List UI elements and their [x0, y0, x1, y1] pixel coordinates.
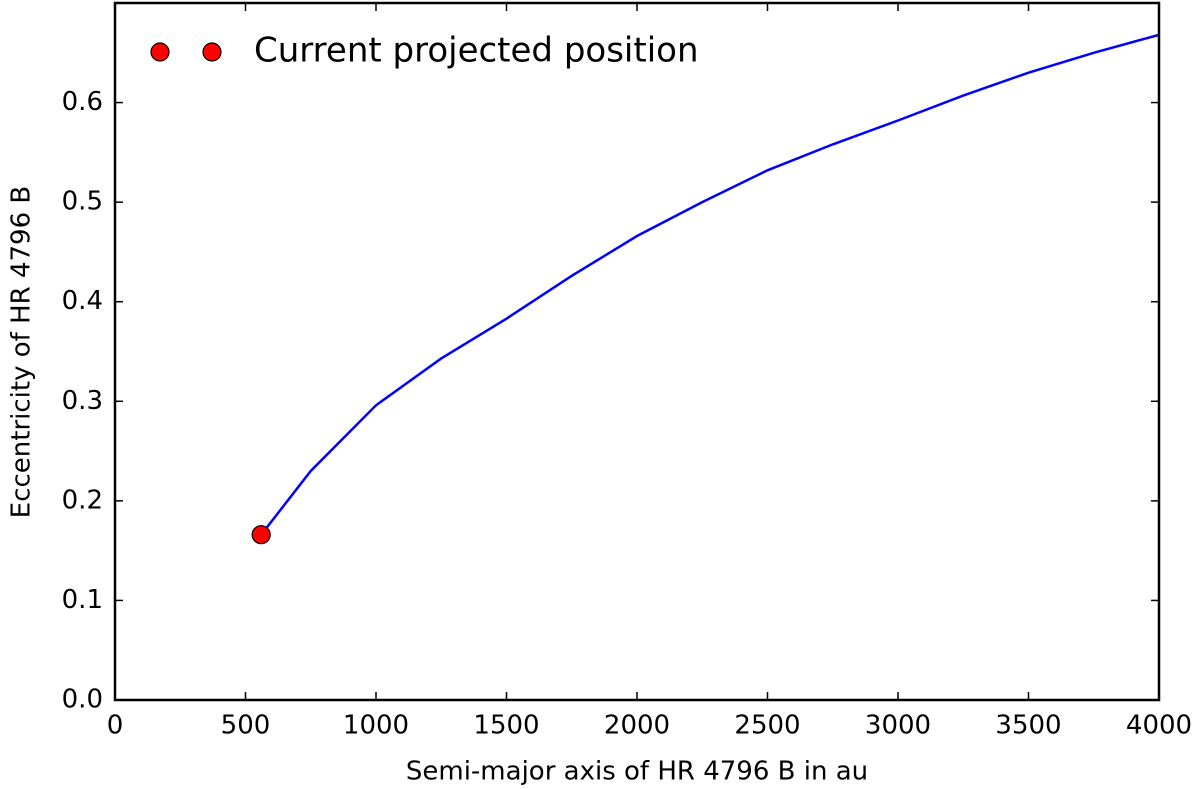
x-tick-label: 0 — [107, 711, 124, 741]
x-tick-label: 3000 — [865, 711, 931, 741]
x-axis-label: Semi-major axis of HR 4796 B in au — [406, 757, 868, 787]
y-tick-label: 0.5 — [62, 187, 103, 217]
y-tick-label: 0.4 — [62, 286, 103, 316]
legend-marker — [150, 42, 170, 62]
x-tick-label: 2000 — [604, 711, 670, 741]
x-tick-label: 4000 — [1126, 711, 1192, 741]
x-tick-label: 3500 — [995, 711, 1061, 741]
y-axis-label: Eccentricity of HR 4796 B — [7, 186, 37, 518]
y-tick-label: 0.0 — [62, 685, 103, 715]
legend-label: Current projected position — [254, 31, 699, 71]
legend-marker — [202, 42, 222, 62]
plot-frame — [113, 1, 1161, 702]
x-tick-label: 500 — [221, 711, 271, 741]
y-tick-label: 0.3 — [62, 386, 103, 416]
y-tick-label: 0.6 — [62, 87, 103, 117]
x-tick-label: 2500 — [734, 711, 800, 741]
y-tick-label: 0.2 — [62, 485, 103, 515]
line — [260, 33, 1160, 536]
point — [251, 525, 271, 545]
x-tick-label: 1500 — [473, 711, 539, 741]
y-tick-label: 0.1 — [62, 585, 103, 615]
x-tick-label: 1000 — [343, 711, 409, 741]
